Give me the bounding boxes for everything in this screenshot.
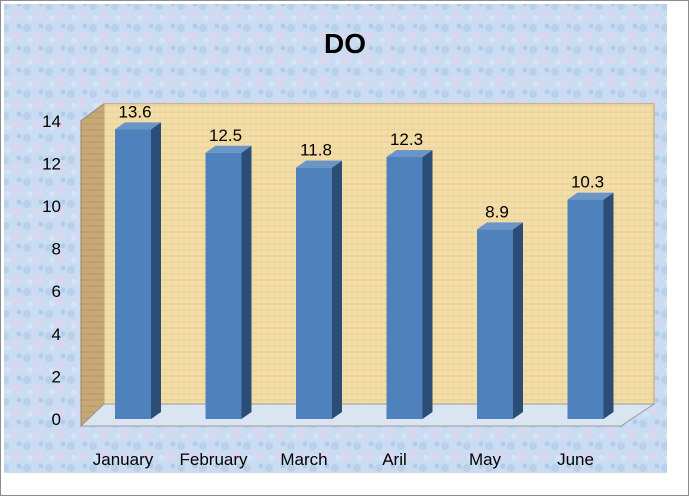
bar-side bbox=[513, 222, 523, 419]
bar-front bbox=[205, 152, 242, 419]
y-tick-label: 14 bbox=[42, 112, 61, 131]
bar bbox=[205, 145, 252, 419]
y-tick-label: 6 bbox=[52, 282, 61, 301]
data-label: 12.5 bbox=[209, 126, 242, 145]
bar-top bbox=[567, 192, 614, 200]
bar-side bbox=[151, 122, 161, 419]
x-tick-label: Aril bbox=[382, 450, 407, 469]
bar-side bbox=[332, 160, 342, 419]
bar-top bbox=[115, 122, 161, 130]
data-label: 8.9 bbox=[485, 202, 509, 221]
y-tick-label: 4 bbox=[52, 325, 61, 344]
bar-side bbox=[241, 145, 252, 419]
bar-series bbox=[115, 122, 614, 419]
bar-side bbox=[422, 150, 433, 419]
side-wall bbox=[80, 102, 105, 428]
y-tick-label: 10 bbox=[42, 197, 61, 216]
y-tick-label: 2 bbox=[52, 367, 61, 386]
bar bbox=[296, 160, 342, 419]
bar bbox=[477, 222, 523, 419]
data-label: 12.3 bbox=[390, 130, 423, 149]
x-tick-label: March bbox=[280, 450, 327, 469]
bar-top bbox=[296, 160, 342, 168]
y-tick-label: 12 bbox=[42, 154, 61, 173]
x-tick-label: June bbox=[557, 450, 594, 469]
x-tick-label: May bbox=[469, 450, 502, 469]
bar-front bbox=[567, 199, 604, 419]
bar-front bbox=[296, 167, 332, 419]
data-label: 11.8 bbox=[300, 141, 332, 160]
bar-top bbox=[386, 150, 433, 158]
bar bbox=[386, 150, 433, 419]
y-tick-label: 8 bbox=[52, 240, 61, 259]
bar-side bbox=[603, 192, 614, 419]
x-tick-label: February bbox=[179, 450, 248, 469]
data-labels: 13.6 12.5 11.8 12.3 8.9 10.3 bbox=[118, 102, 604, 221]
bar-top bbox=[205, 145, 252, 153]
y-axis: 0 2 4 6 8 10 12 14 bbox=[42, 112, 61, 429]
bar-front bbox=[386, 157, 423, 419]
x-tick-label: January bbox=[93, 450, 154, 469]
bar-top bbox=[477, 222, 523, 230]
data-label: 10.3 bbox=[571, 173, 604, 192]
bar bbox=[567, 192, 614, 419]
chart-title: DO bbox=[324, 28, 366, 59]
y-tick-label: 0 bbox=[52, 410, 61, 429]
bar-front bbox=[115, 129, 151, 419]
bar bbox=[115, 122, 161, 419]
x-axis: January February March Aril May June bbox=[93, 450, 594, 469]
bar-front bbox=[477, 229, 513, 419]
data-label: 13.6 bbox=[118, 102, 151, 121]
